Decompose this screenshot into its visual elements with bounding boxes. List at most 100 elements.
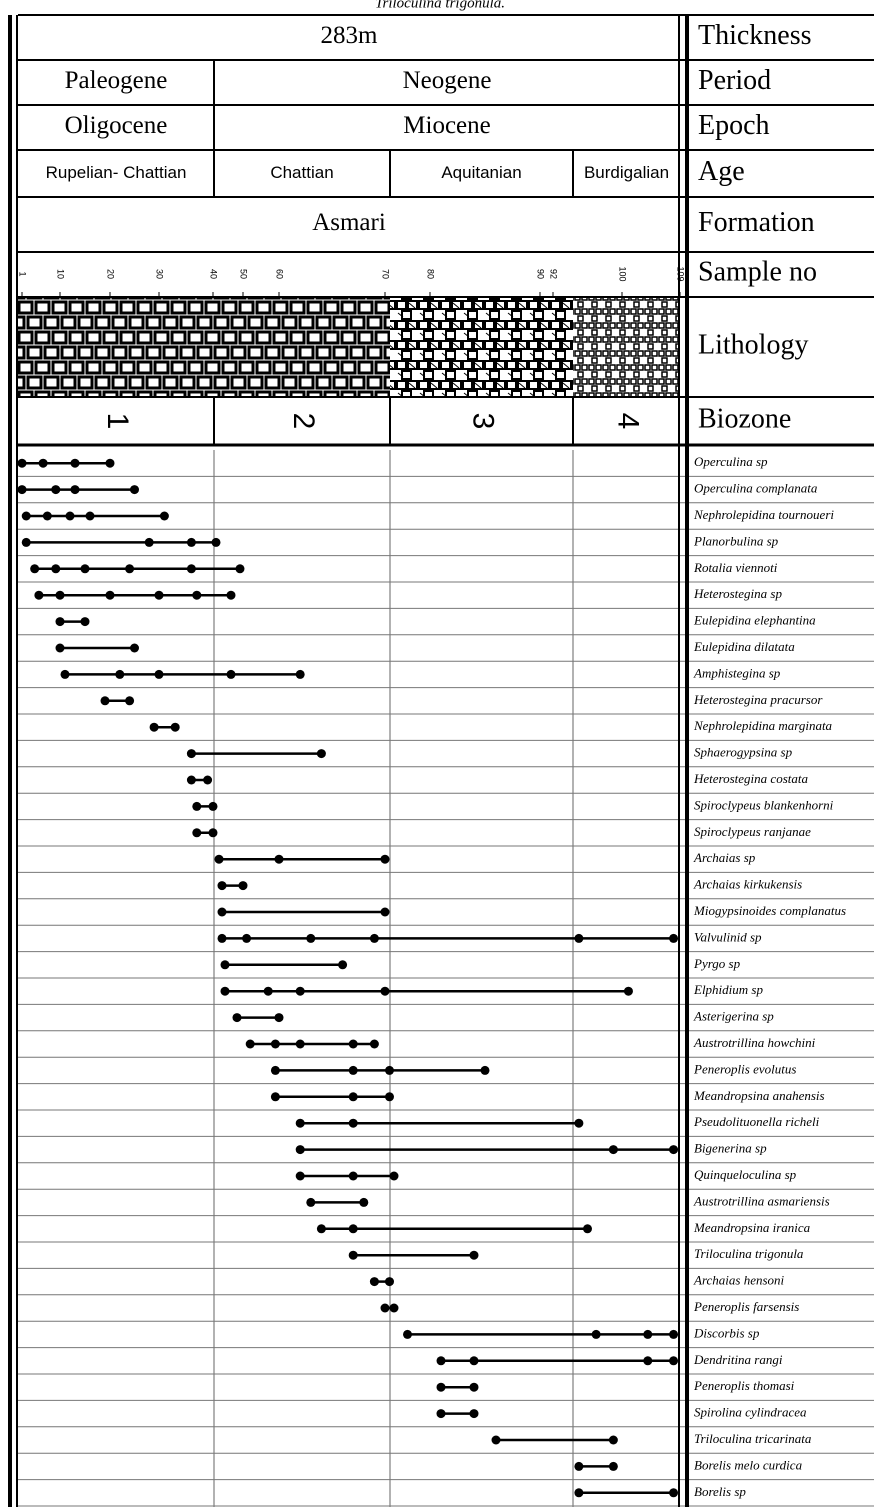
occurrence-dot [218, 881, 227, 890]
occurrence-dot [349, 1251, 358, 1260]
occurrence-dot [317, 749, 326, 758]
occurrence-dot [306, 1198, 315, 1207]
sample-tick-label: 1 [18, 271, 28, 276]
occurrence-dot [385, 1277, 394, 1286]
occurrence-dot [56, 591, 65, 600]
species-name: Spirolina cylindracea [694, 1405, 807, 1420]
occurrence-dot [609, 1436, 618, 1445]
occurrence-dot [125, 564, 134, 573]
occurrence-dot [51, 564, 60, 573]
occurrence-dot [192, 802, 201, 811]
occurrence-dot [130, 644, 139, 653]
occurrence-dot [437, 1383, 446, 1392]
species-name: Archaias sp [693, 850, 756, 865]
occurrence-dot [236, 564, 245, 573]
occurrence-dot [215, 855, 224, 864]
occurrence-dot [221, 987, 230, 996]
occurrence-dot [187, 749, 196, 758]
occurrence-dot [56, 644, 65, 653]
occurrence-dot [470, 1383, 479, 1392]
occurrence-dot [275, 1013, 284, 1022]
occurrence-dot [264, 987, 273, 996]
sample-tick-label: 40 [209, 269, 219, 279]
species-name: Heterostegina sp [693, 586, 782, 601]
species-name: Meandropsina anahensis [693, 1088, 825, 1103]
occurrence-dot [583, 1224, 592, 1233]
species-name: Borelis sp [694, 1484, 746, 1499]
occurrence-dot [171, 723, 180, 732]
occurrence-dot [71, 459, 80, 468]
biozone-cell: 1 [101, 413, 134, 430]
occurrence-dot [296, 1040, 305, 1049]
occurrence-dot [492, 1436, 501, 1445]
species-name: Amphistegina sp [693, 665, 781, 680]
header-cell: Miocene [403, 112, 490, 139]
sample-tick-label: 30 [155, 269, 165, 279]
species-name: Operculina complanata [694, 481, 818, 496]
occurrence-dot [86, 512, 95, 521]
species-name: Heterostegina pracursor [693, 692, 823, 707]
occurrence-dot [115, 670, 124, 679]
occurrence-dot [18, 485, 27, 494]
species-name: Archaias hensoni [693, 1273, 785, 1288]
occurrence-dot [296, 1119, 305, 1128]
occurrence-dot [227, 591, 236, 600]
occurrence-dot [385, 1092, 394, 1101]
occurrence-dot [381, 1304, 390, 1313]
species-name: Pseudolituonella richeli [693, 1114, 820, 1129]
occurrence-dot [34, 591, 43, 600]
species-name: Peneroplis evolutus [693, 1061, 796, 1076]
occurrence-dot [306, 934, 315, 943]
occurrence-dot [81, 564, 90, 573]
occurrence-dot [125, 696, 134, 705]
occurrence-dot [592, 1330, 601, 1339]
sample-tick-label: 50 [239, 269, 249, 279]
occurrence-dot [390, 1172, 399, 1181]
occurrence-dot [349, 1066, 358, 1075]
occurrence-dot [246, 1040, 255, 1049]
occurrence-dot [574, 1119, 583, 1128]
header-cell: Rupelian- Chattian [46, 163, 187, 182]
occurrence-dot [385, 1066, 394, 1075]
occurrence-dot [359, 1198, 368, 1207]
species-name: Peneroplis farsensis [693, 1299, 799, 1314]
occurrence-dot [296, 987, 305, 996]
header-cell: Aquitanian [441, 163, 521, 182]
species-name: Meandropsina iranica [693, 1220, 811, 1235]
species-name: Nephrolepidina tournoueri [693, 507, 834, 522]
occurrence-dot [624, 987, 633, 996]
sample-tick-label: 60 [275, 269, 285, 279]
occurrence-dot [609, 1145, 618, 1154]
species-name: Planorbulina sp [693, 533, 779, 548]
occurrence-dot [275, 855, 284, 864]
occurrence-dot [574, 1488, 583, 1497]
occurrence-dot [574, 934, 583, 943]
occurrence-dot [160, 512, 169, 521]
occurrence-dot [296, 1172, 305, 1181]
species-name: Eulepidina elephantina [693, 613, 816, 628]
occurrence-dot [66, 512, 75, 521]
header-cell: Oligocene [65, 112, 168, 139]
sample-tick-label: 80 [426, 269, 436, 279]
occurrence-dot [349, 1119, 358, 1128]
occurrence-dot [187, 776, 196, 785]
occurrence-dot [22, 512, 31, 521]
occurrence-dot [470, 1409, 479, 1418]
occurrence-dot [212, 538, 221, 547]
occurrence-dot [643, 1330, 652, 1339]
row-label: Sample no [698, 256, 817, 287]
occurrence-dot [233, 1013, 242, 1022]
species-name: Elphidium sp [693, 982, 763, 997]
sample-tick-label: 70 [381, 269, 391, 279]
occurrence-dot [71, 485, 80, 494]
biozone-cell: 2 [287, 413, 320, 430]
occurrence-dot [145, 538, 154, 547]
occurrence-dot [43, 512, 52, 521]
occurrence-dot [227, 670, 236, 679]
occurrence-dot [106, 459, 115, 468]
occurrence-dot [209, 802, 218, 811]
header-cell: Paleogene [65, 67, 168, 94]
sample-tick-label: 100 [618, 266, 628, 281]
occurrence-dot [390, 1304, 399, 1313]
occurrence-dot [130, 485, 139, 494]
